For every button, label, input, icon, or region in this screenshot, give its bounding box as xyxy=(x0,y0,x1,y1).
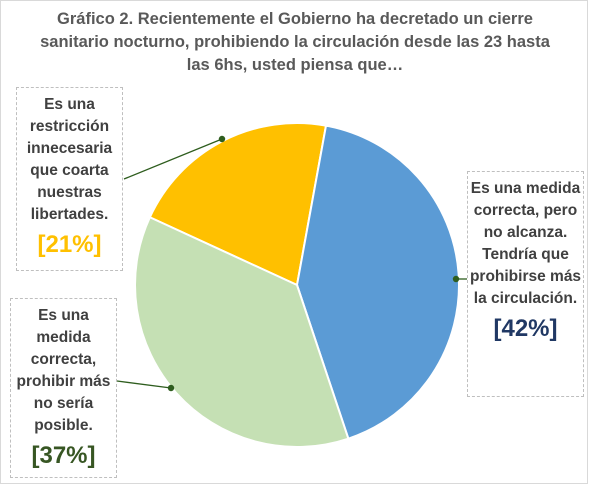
slice-label-no-alcanza: Es una medida correcta, pero no alcanza.… xyxy=(467,171,584,397)
leader-dot xyxy=(452,275,460,283)
slice-percent-label: [37%] xyxy=(31,442,96,469)
leader-line-medida-correcta xyxy=(116,380,172,389)
pie-slice-medida-correcta xyxy=(134,215,350,448)
leader-dot xyxy=(167,384,175,392)
slice-label-text: Es una restricción innecesaria que coart… xyxy=(26,96,113,223)
leader-line-restriccion xyxy=(123,138,223,180)
slice-percent-label: [21%] xyxy=(37,231,102,258)
leader-dot xyxy=(218,135,226,143)
chart-title: Gráfico 2. Recientemente el Gobierno ha … xyxy=(40,10,550,74)
pie-slice-no-alcanza xyxy=(295,124,460,440)
slice-label-restriccion: Es una restricción innecesaria que coart… xyxy=(16,87,123,271)
slice-label-text: Es una medida correcta, prohibir más no … xyxy=(16,307,111,434)
slice-label-medida-correcta: Es una medida correcta, prohibir más no … xyxy=(10,298,117,478)
slice-label-text: Es una medida correcta, pero no alcanza.… xyxy=(469,180,582,307)
slice-percent-label: [42%] xyxy=(493,315,558,342)
